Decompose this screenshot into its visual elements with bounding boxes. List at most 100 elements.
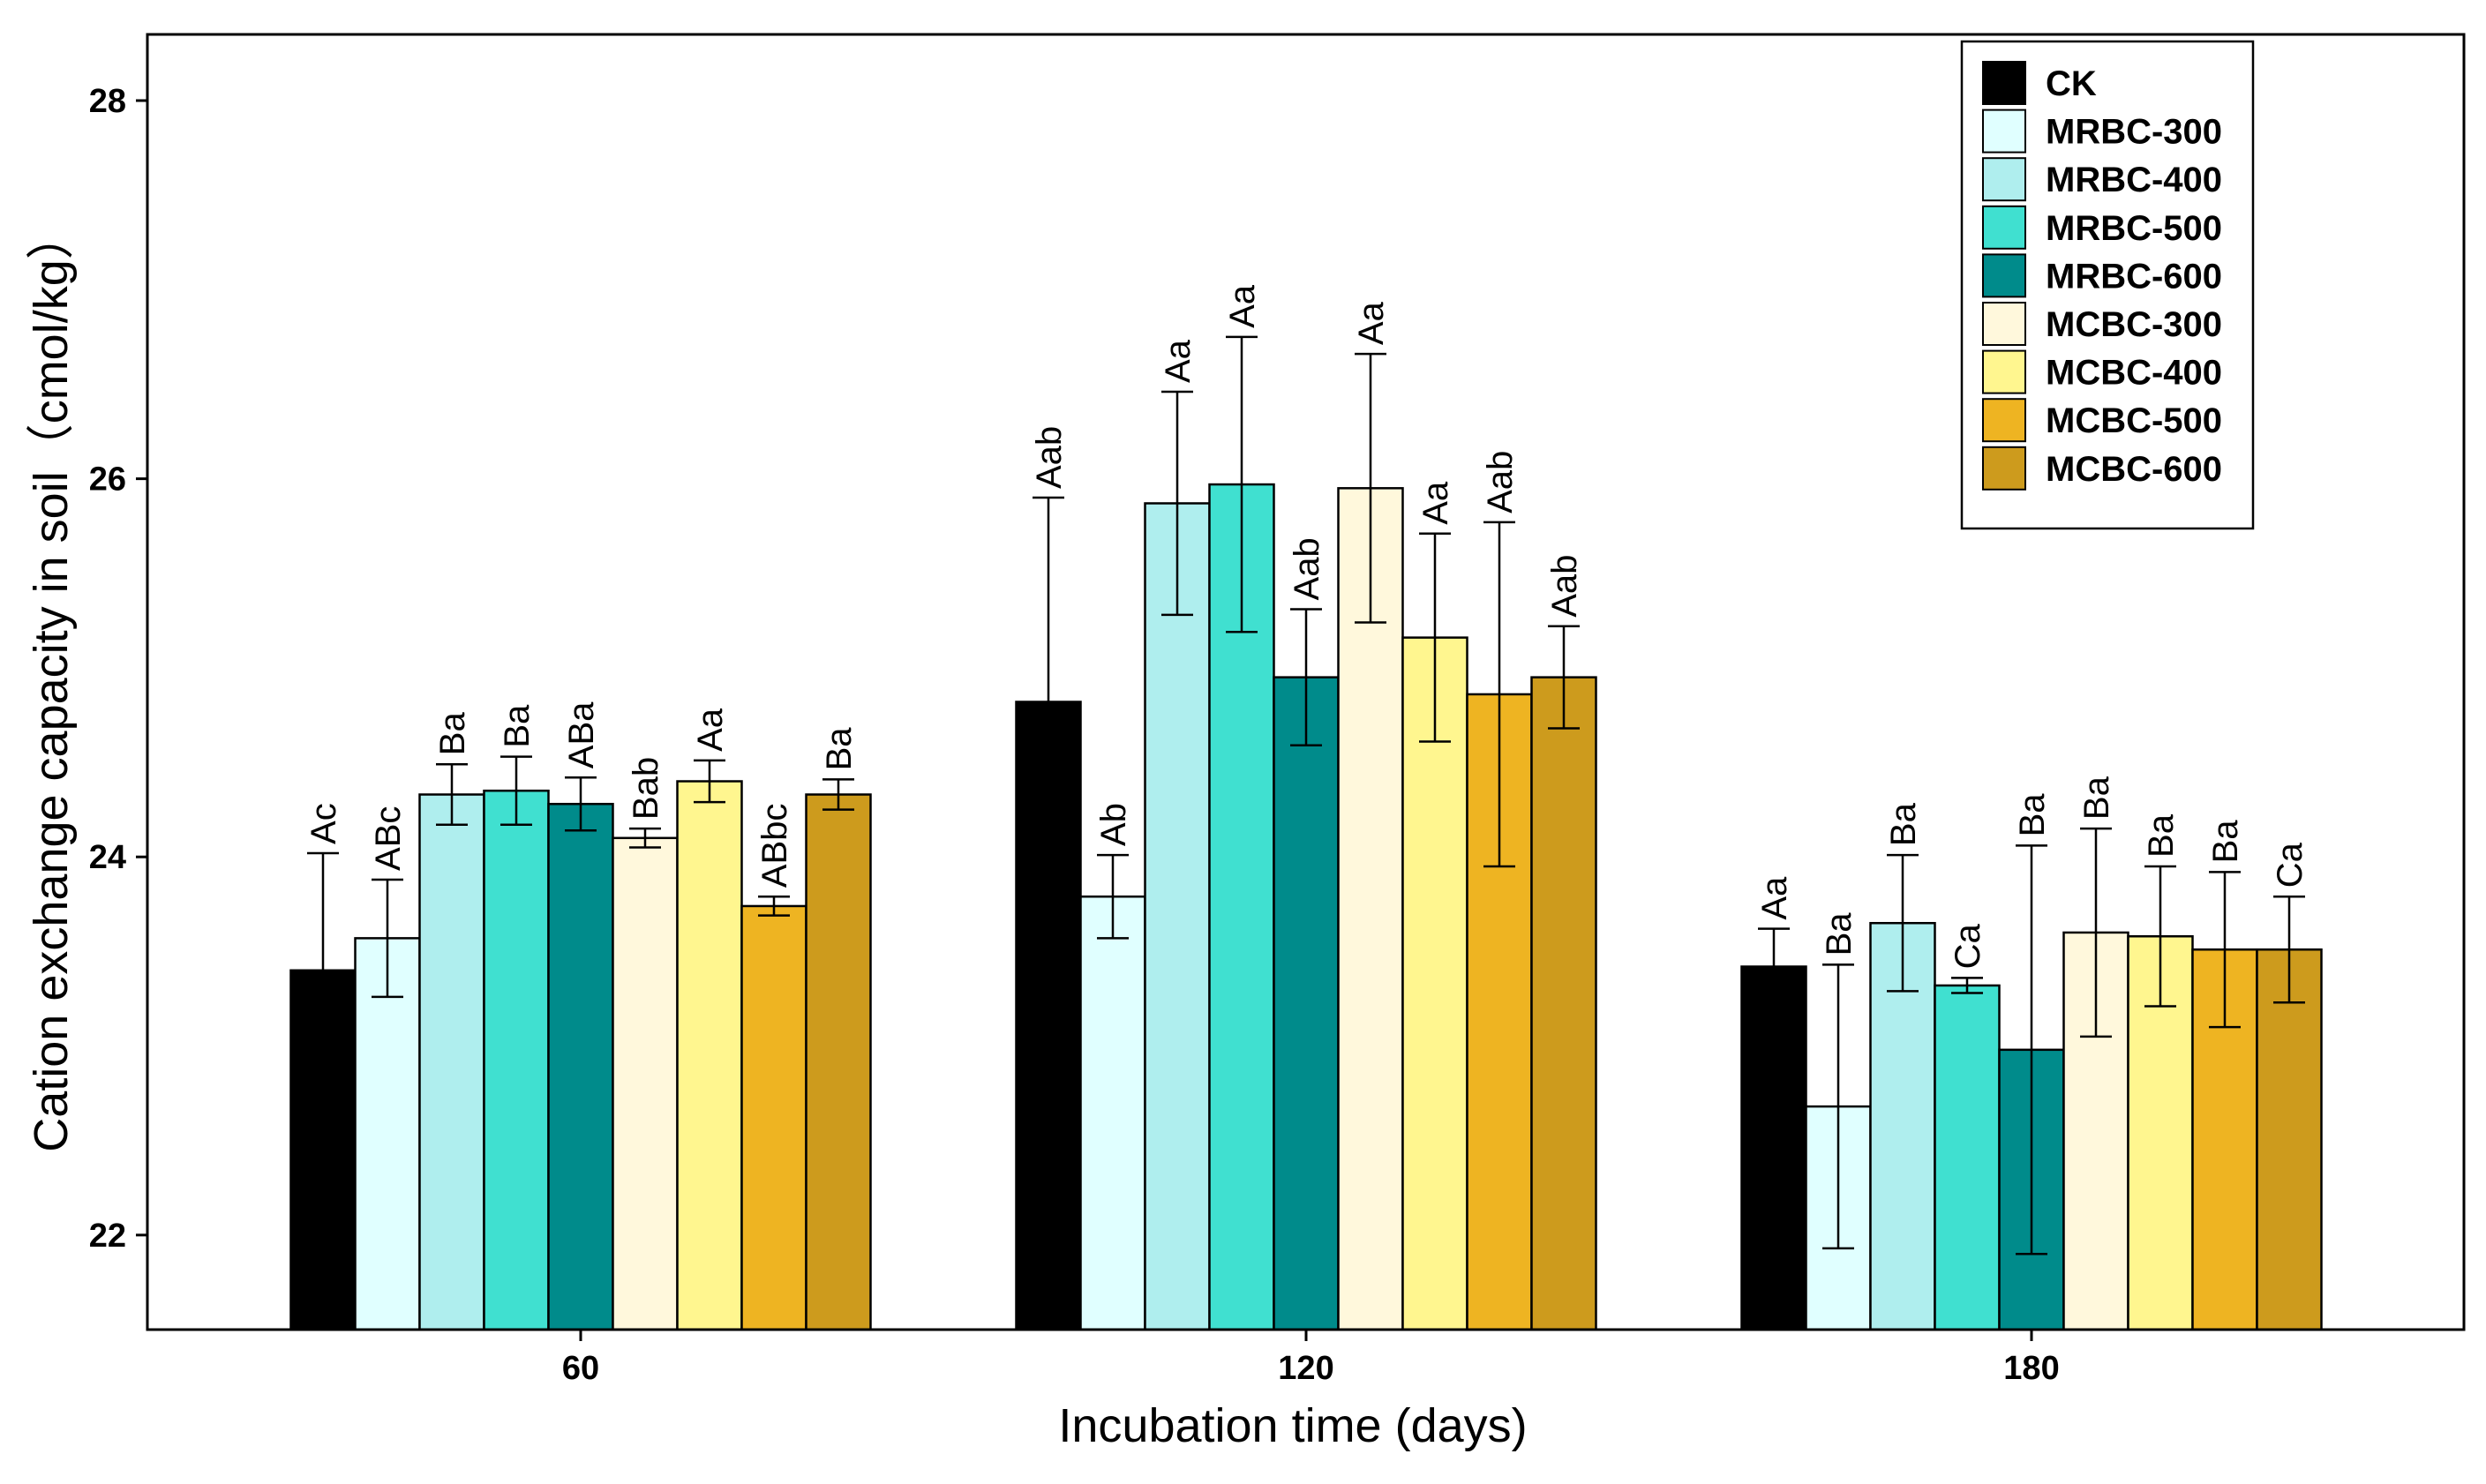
error-bar — [1951, 977, 1983, 994]
error-bar — [436, 762, 468, 827]
error-bar — [822, 778, 854, 811]
significance-label: Ac — [304, 803, 343, 844]
legend-swatch — [1982, 109, 2026, 154]
error-bar — [629, 827, 661, 849]
legend-item: MRBC-500 — [1982, 205, 2222, 250]
error-bar — [758, 895, 790, 917]
error-bar — [1033, 496, 1064, 908]
bar — [740, 904, 807, 1331]
legend-item: MCBC-500 — [1982, 398, 2222, 443]
bar — [1740, 965, 1807, 1331]
bar — [1273, 676, 1340, 1331]
error-bar — [2016, 844, 2047, 1255]
legend-swatch — [1982, 61, 2026, 105]
significance-label: Ab — [1094, 803, 1133, 846]
error-bar — [1226, 335, 1258, 633]
significance-label: Ba — [2206, 820, 2245, 864]
bar — [676, 780, 743, 1331]
error-bar — [372, 878, 403, 999]
error-bar — [1483, 521, 1515, 868]
error-bar — [694, 759, 725, 804]
legend-item: MRBC-600 — [1982, 253, 2222, 298]
legend-label: MRBC-600 — [2046, 257, 2222, 296]
significance-label: Bab — [627, 757, 665, 820]
error-bar — [1355, 352, 1386, 624]
error-bar — [2080, 827, 2112, 1038]
significance-label: Aab — [1030, 426, 1069, 489]
significance-label: Ba — [2142, 813, 2181, 858]
x-axis-title: Incubation time (days) — [1058, 1399, 1527, 1452]
significance-label: Ba — [498, 704, 537, 748]
x-axis: 60 120 180 — [562, 1330, 2060, 1387]
bar — [612, 836, 679, 1331]
bar — [547, 802, 614, 1331]
bar — [354, 937, 421, 1331]
legend-item: MRBC-300 — [1982, 109, 2222, 154]
legend-label: MCBC-600 — [2046, 450, 2222, 489]
significance-label: Aa — [1755, 876, 1794, 920]
y-axis: 22 24 26 28 — [89, 83, 147, 1255]
legend-label: MCBC-500 — [2046, 401, 2222, 440]
significance-label: Aa — [691, 708, 730, 752]
error-bar — [1097, 853, 1129, 940]
legend-swatch — [1982, 205, 2026, 250]
legend-label: MRBC-400 — [2046, 161, 2222, 199]
error-bar — [500, 755, 532, 827]
x-tick-label: 180 — [2003, 1350, 2059, 1387]
y-tick-label: 26 — [89, 461, 126, 498]
y-tick-label: 28 — [89, 83, 126, 120]
significance-label: Ba — [1884, 802, 1923, 846]
significance-label: Aa — [1352, 301, 1391, 345]
bar — [1144, 502, 1211, 1331]
significance-label: Ca — [1949, 924, 1987, 970]
legend-swatch — [1982, 349, 2026, 394]
error-bar — [2273, 895, 2305, 1004]
significance-label: Ba — [433, 712, 472, 756]
legend-swatch — [1982, 446, 2026, 491]
error-bar — [1758, 927, 1790, 1006]
significance-label: Aab — [1288, 537, 1326, 600]
legend-items: CK MRBC-300 MRBC-400 MRBC-500 MRBC-600 MCBC-3… — [1982, 61, 2222, 491]
bar — [805, 793, 872, 1331]
significance-label: Aab — [1545, 555, 1584, 618]
y-tick-label: 22 — [89, 1218, 126, 1255]
error-bar — [1822, 963, 1854, 1250]
y-axis-title: Cation exchange capacity in soil（cmol/kg… — [25, 212, 78, 1152]
legend-label: CK — [2046, 64, 2097, 103]
error-bar — [2209, 871, 2241, 1029]
legend-item: MCBC-300 — [1982, 302, 2222, 346]
bar — [418, 793, 485, 1331]
legend-swatch — [1982, 253, 2026, 298]
error-bar — [1548, 625, 1580, 730]
legend-swatch — [1982, 302, 2026, 346]
error-bars-layer — [307, 335, 2305, 1255]
bar — [1466, 693, 1533, 1331]
legend-item: MCBC-400 — [1982, 349, 2222, 394]
bar — [1401, 636, 1468, 1331]
significance-label: Aa — [1223, 284, 1262, 328]
significance-label: Ba — [2013, 793, 2052, 837]
error-bar — [1887, 853, 1919, 993]
significance-label: ABa — [562, 701, 601, 768]
legend-swatch — [1982, 157, 2026, 202]
significance-label: Aa — [1159, 339, 1198, 383]
x-tick-label: 60 — [562, 1350, 599, 1387]
legend-item: CK — [1982, 61, 2097, 105]
significance-label: Ca — [2271, 842, 2310, 888]
bar — [1934, 984, 2001, 1331]
legend-label: MCBC-300 — [2046, 305, 2222, 344]
bar — [1079, 895, 1146, 1331]
bar — [483, 789, 550, 1331]
significance-label: Ba — [2077, 776, 2116, 820]
legend-item: MRBC-400 — [1982, 157, 2222, 202]
error-bar — [1290, 608, 1322, 747]
significance-label: Ba — [820, 727, 859, 771]
error-bar — [307, 851, 339, 1089]
bar — [1530, 676, 1597, 1331]
significance-label: Ba — [1820, 912, 1859, 956]
significance-label: ABbc — [755, 804, 794, 888]
error-bar — [1419, 532, 1451, 743]
legend: CK MRBC-300 MRBC-400 MRBC-500 MRBC-600 MCBC-3… — [1960, 40, 2255, 530]
error-bar — [2144, 865, 2176, 1008]
